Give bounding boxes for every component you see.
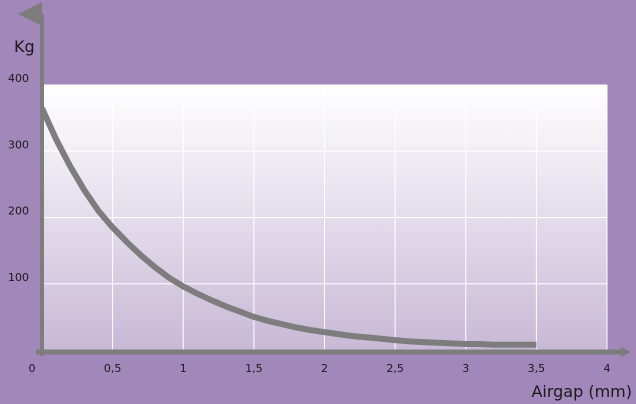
y-tick-label: 300 xyxy=(8,138,29,151)
x-axis-arrowhead xyxy=(621,347,631,357)
y-tick-label: 100 xyxy=(8,271,29,284)
x-tick-label: 2 xyxy=(321,362,328,375)
series-line xyxy=(39,106,537,348)
x-axis-label: Airgap (mm) xyxy=(531,382,632,401)
x-tick-label: 0,5 xyxy=(104,362,122,375)
y-tick-label: 200 xyxy=(8,205,29,218)
x-tick-label: 2,5 xyxy=(386,362,404,375)
x-tick-label: 1,5 xyxy=(245,362,263,375)
x-tick-label: 1 xyxy=(180,362,187,375)
x-tick-label: 3,5 xyxy=(528,362,546,375)
labels: 0 0,5 1 1,5 2 2,5 3 3,5 4 100 200 300 400 Kg Airgap (m… xyxy=(8,37,632,401)
x-tick-label: 0 xyxy=(29,362,36,375)
y-axis-label: Kg xyxy=(14,37,35,56)
y-tick-label: 400 xyxy=(8,72,29,85)
grid xyxy=(42,84,608,350)
x-tick-label: 4 xyxy=(604,362,611,375)
series xyxy=(39,106,537,348)
axes xyxy=(18,2,631,357)
x-tick-label: 3 xyxy=(462,362,469,375)
